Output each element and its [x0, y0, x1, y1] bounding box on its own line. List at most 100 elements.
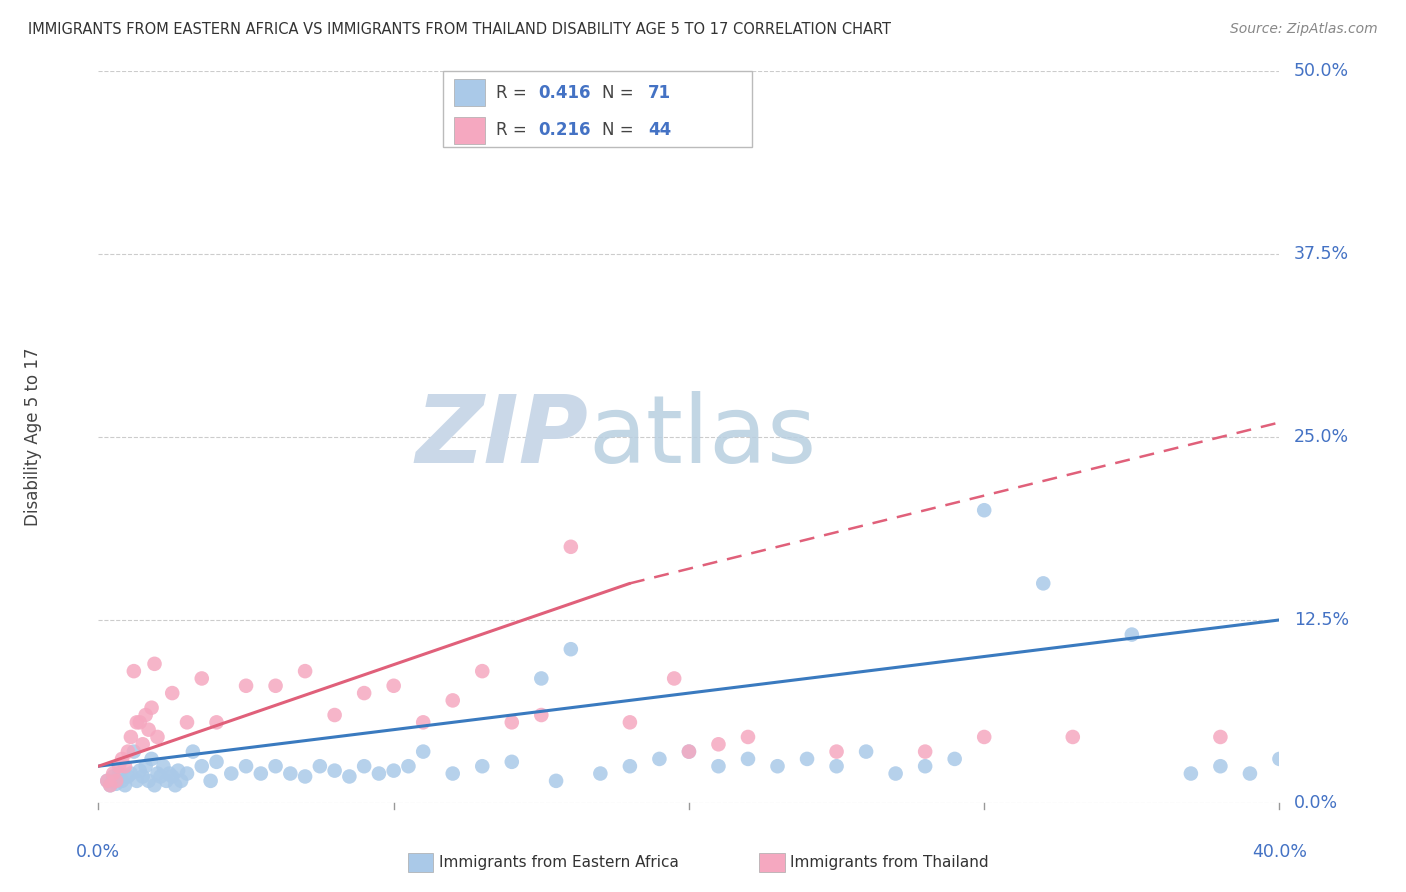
Text: 0.0%: 0.0% — [1294, 794, 1337, 812]
Point — [264, 759, 287, 773]
Point — [441, 766, 464, 780]
Point — [501, 715, 523, 730]
Point — [560, 642, 582, 657]
Point — [128, 764, 150, 778]
Point — [825, 745, 848, 759]
Text: IMMIGRANTS FROM EASTERN AFRICA VS IMMIGRANTS FROM THAILAND DISABILITY AGE 5 TO 1: IMMIGRANTS FROM EASTERN AFRICA VS IMMIGR… — [28, 22, 891, 37]
Point — [96, 773, 118, 788]
Point — [1209, 730, 1232, 744]
Point — [96, 773, 118, 788]
Point — [353, 759, 375, 773]
Text: 37.5%: 37.5% — [1294, 245, 1348, 263]
Point — [560, 540, 582, 554]
Text: atlas: atlas — [589, 391, 817, 483]
Point — [114, 759, 136, 773]
Text: 12.5%: 12.5% — [1294, 611, 1348, 629]
Point — [368, 766, 391, 780]
Point — [309, 759, 332, 773]
Point — [471, 664, 494, 678]
Text: R =: R = — [496, 84, 533, 102]
Point — [619, 715, 641, 730]
Point — [122, 745, 145, 759]
Point — [1239, 766, 1261, 780]
Point — [530, 672, 553, 686]
Point — [323, 764, 346, 778]
Point — [120, 730, 142, 744]
Point — [235, 679, 257, 693]
Point — [191, 672, 214, 686]
Point — [250, 766, 273, 780]
Point — [117, 769, 139, 783]
Point — [382, 679, 405, 693]
Point — [132, 769, 155, 783]
Text: 44: 44 — [648, 121, 672, 139]
Point — [146, 766, 169, 780]
Point — [323, 708, 346, 723]
Text: 50.0%: 50.0% — [1294, 62, 1348, 80]
Point — [943, 752, 966, 766]
Point — [825, 759, 848, 773]
Point — [766, 759, 789, 773]
Text: Immigrants from Eastern Africa: Immigrants from Eastern Africa — [439, 855, 679, 870]
Point — [105, 773, 128, 788]
Point — [1209, 759, 1232, 773]
Point — [530, 708, 553, 723]
Point — [1032, 576, 1054, 591]
Point — [117, 745, 139, 759]
Point — [264, 679, 287, 693]
Point — [219, 766, 243, 780]
Point — [120, 766, 142, 780]
Point — [111, 773, 134, 788]
Point — [441, 693, 464, 707]
Point — [796, 752, 818, 766]
Point — [648, 752, 671, 766]
Text: N =: N = — [602, 121, 638, 139]
Text: 0.416: 0.416 — [538, 84, 591, 102]
Point — [973, 503, 995, 517]
Point — [278, 766, 302, 780]
Text: 25.0%: 25.0% — [1294, 428, 1348, 446]
Point — [382, 764, 405, 778]
Point — [114, 778, 136, 792]
Point — [412, 745, 434, 759]
Point — [165, 778, 187, 792]
Point — [108, 759, 131, 773]
Point — [125, 715, 148, 730]
Point — [914, 759, 936, 773]
Point — [122, 664, 145, 678]
Point — [546, 773, 568, 788]
Point — [337, 769, 360, 783]
Text: 0.0%: 0.0% — [76, 843, 121, 861]
Text: Disability Age 5 to 17: Disability Age 5 to 17 — [24, 348, 42, 526]
Point — [664, 672, 686, 686]
Point — [884, 766, 907, 780]
Point — [143, 657, 166, 671]
Point — [98, 778, 121, 792]
Point — [152, 759, 174, 773]
Point — [103, 769, 125, 783]
Point — [138, 773, 160, 788]
Point — [143, 778, 166, 792]
Point — [1062, 730, 1084, 744]
Point — [678, 745, 700, 759]
Text: 40.0%: 40.0% — [1251, 843, 1308, 861]
Text: ZIP: ZIP — [416, 391, 589, 483]
Point — [707, 759, 730, 773]
Text: Source: ZipAtlas.com: Source: ZipAtlas.com — [1230, 22, 1378, 37]
Point — [1121, 627, 1143, 641]
Point — [155, 773, 177, 788]
Point — [914, 745, 936, 759]
Point — [235, 759, 257, 773]
Point — [1268, 752, 1291, 766]
Point — [471, 759, 494, 773]
Point — [167, 764, 190, 778]
Text: R =: R = — [496, 121, 533, 139]
Point — [737, 730, 759, 744]
Text: 71: 71 — [648, 84, 671, 102]
Point — [132, 737, 155, 751]
Point — [162, 686, 183, 700]
Point — [176, 766, 198, 780]
Point — [205, 715, 228, 730]
Text: N =: N = — [602, 84, 638, 102]
Point — [1180, 766, 1202, 780]
